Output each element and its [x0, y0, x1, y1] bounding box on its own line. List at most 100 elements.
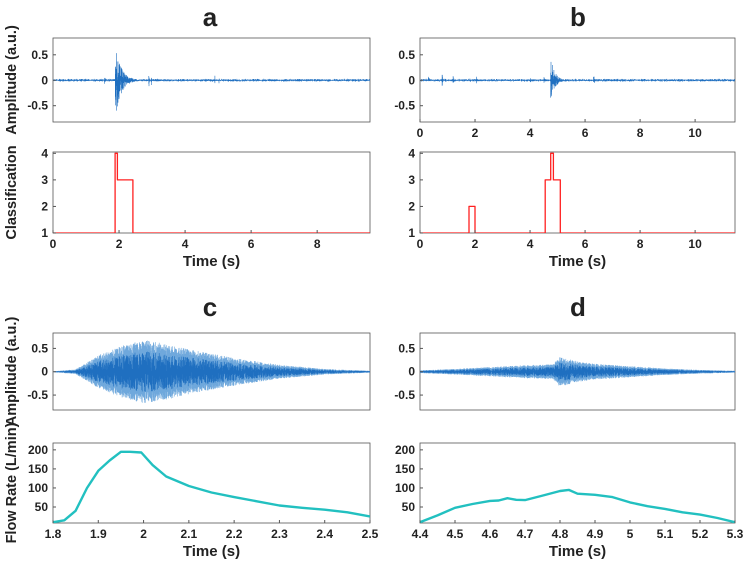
plot-area	[420, 152, 735, 233]
waveform-signal	[420, 362, 735, 381]
y-tick-label: 150	[28, 462, 48, 476]
y-tick-label: 0.5	[31, 341, 48, 355]
x-tick-label: 4.4	[412, 527, 429, 541]
y-tick-label: -0.5	[27, 99, 48, 113]
x-tick-label: 2	[472, 237, 479, 251]
x-tick-label: 4.7	[517, 527, 534, 541]
x-tick-label: 5.1	[657, 527, 674, 541]
x-tick-label: 6	[248, 237, 255, 251]
waveform-signal	[53, 351, 370, 392]
y-tick-label: 50	[402, 500, 416, 514]
x-axis-label: Time (s)	[549, 543, 606, 560]
x-tick-label: 2	[472, 126, 479, 140]
y-tick-label: 0	[41, 73, 48, 87]
x-tick-label: 4.8	[552, 527, 569, 541]
panel-c-axes-4: 0.5 0 -0.5 Amplitude (a.u.)	[4, 317, 371, 427]
y-tick-label: 0.5	[398, 341, 415, 355]
x-tick-label: 5.3	[727, 527, 744, 541]
x-axis-label: Time (s)	[183, 543, 240, 560]
y-tick-label: 150	[395, 462, 415, 476]
x-tick-label: 4.6	[482, 527, 499, 541]
panel-b-axes-3: 1 2 3 4 0 2 4 6 8 10 Time (s)	[408, 146, 736, 270]
x-tick-label: 4	[527, 237, 534, 251]
y-tick-label: 0	[408, 365, 415, 379]
y-axis-label: Flow Rate (L/min)	[4, 422, 20, 543]
panel-a-axes-0: 0.5 0 -0.5 Amplitude (a.u.)	[4, 25, 371, 135]
x-tick-label: 4.5	[447, 527, 464, 541]
y-tick-label: 200	[28, 443, 48, 457]
y-tick-label: 3	[41, 173, 48, 187]
x-axis-label: Time (s)	[549, 253, 606, 270]
y-tick-label: 2	[41, 199, 48, 213]
x-tick-label: 2	[116, 237, 123, 251]
x-tick-label: 2	[140, 527, 147, 541]
plot-area	[53, 340, 370, 403]
y-tick-label: 50	[35, 500, 49, 514]
plot-area	[420, 61, 735, 98]
plot-frame	[52, 442, 371, 524]
x-tick-label: 10	[688, 126, 702, 140]
plot-area	[420, 488, 735, 523]
plot-frame	[419, 151, 736, 234]
y-tick-label: 3	[408, 173, 415, 187]
plot-frame	[52, 151, 371, 234]
x-tick-label: 4.9	[587, 527, 604, 541]
x-tick-label: 2.1	[181, 527, 198, 541]
y-tick-label: 0	[41, 365, 48, 379]
y-tick-label: 4	[41, 146, 48, 160]
plot-area	[53, 152, 370, 233]
x-tick-label: 2.3	[271, 527, 288, 541]
x-tick-label: 2.5	[362, 527, 379, 541]
y-tick-label: 2	[408, 199, 415, 213]
x-tick-label: 0	[417, 237, 424, 251]
y-tick-label: -0.5	[394, 388, 415, 402]
y-tick-label: 1	[41, 226, 48, 240]
waveform-signal	[53, 53, 370, 111]
x-tick-label: 5	[627, 527, 634, 541]
y-tick-label: -0.5	[27, 388, 48, 402]
y-tick-label: 4	[408, 146, 415, 160]
x-tick-label: 0	[50, 237, 57, 251]
plot-frame	[419, 442, 736, 524]
waveform-signal	[420, 61, 735, 98]
x-tick-label: 8	[637, 237, 644, 251]
y-tick-label: 0	[408, 73, 415, 87]
y-tick-label: 1	[408, 226, 415, 240]
series-line	[420, 488, 735, 523]
x-tick-label: 0	[417, 126, 424, 140]
x-tick-label: 2.2	[226, 527, 243, 541]
plot-area	[53, 450, 370, 523]
x-tick-label: 6	[582, 126, 589, 140]
panel-label-d: d	[570, 292, 586, 322]
y-tick-label: 0.5	[31, 48, 48, 62]
y-tick-label: -0.5	[394, 99, 415, 113]
series-line	[420, 152, 735, 233]
x-tick-label: 4	[527, 126, 534, 140]
x-tick-label: 2.4	[316, 527, 333, 541]
x-tick-label: 4	[182, 237, 189, 251]
plot-area	[53, 53, 370, 111]
x-tick-label: 8	[637, 126, 644, 140]
panel-d-axes-6: 0.5 0 -0.5	[394, 332, 736, 411]
y-tick-label: 200	[395, 443, 415, 457]
x-axis-label: Time (s)	[183, 253, 240, 270]
plot-area	[420, 357, 735, 386]
x-tick-label: 10	[688, 237, 702, 251]
x-tick-label: 1.9	[90, 527, 107, 541]
x-tick-label: 1.8	[45, 527, 62, 541]
y-tick-label: 100	[395, 481, 415, 495]
panel-label-c: c	[203, 292, 217, 322]
y-axis-label: Amplitude (a.u.)	[4, 317, 20, 427]
panel-c-axes-5: 50 100 150 200 1.8 1.9 2 2.1 2.2 2.3 2.4 2.5 Time (s…	[4, 422, 379, 560]
panel-label-a: a	[203, 2, 218, 32]
series-line	[53, 450, 370, 523]
panel-label-b: b	[570, 2, 586, 32]
x-tick-label: 6	[582, 237, 589, 251]
y-axis-label: Classification	[4, 145, 20, 239]
panel-d-axes-7: 50 100 150 200 4.4 4.5 4.6 4.7 4.8 4.9 5 5.1 5.2 5.3 T…	[395, 442, 744, 560]
y-tick-label: 100	[28, 481, 48, 495]
y-tick-label: 0.5	[398, 48, 415, 62]
x-tick-label: 8	[314, 237, 321, 251]
